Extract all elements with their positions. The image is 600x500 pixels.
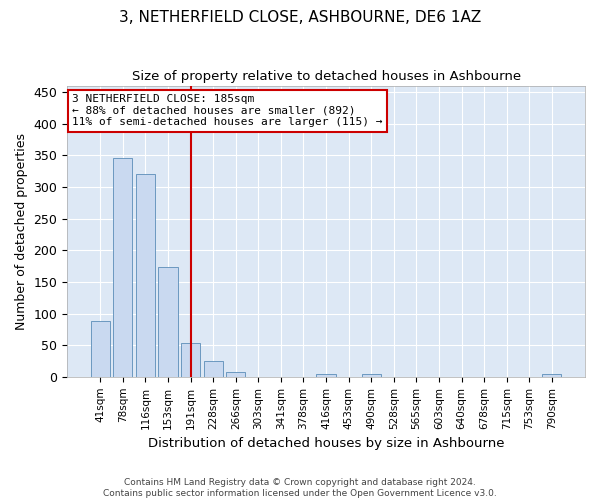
Bar: [226, 372, 245, 377]
Bar: [542, 374, 562, 377]
Bar: [91, 321, 110, 377]
Bar: [136, 174, 155, 377]
Title: Size of property relative to detached houses in Ashbourne: Size of property relative to detached ho…: [131, 70, 521, 83]
Y-axis label: Number of detached properties: Number of detached properties: [15, 132, 28, 330]
Bar: [158, 266, 178, 377]
Bar: [203, 361, 223, 377]
Text: 3, NETHERFIELD CLOSE, ASHBOURNE, DE6 1AZ: 3, NETHERFIELD CLOSE, ASHBOURNE, DE6 1AZ: [119, 10, 481, 25]
X-axis label: Distribution of detached houses by size in Ashbourne: Distribution of detached houses by size …: [148, 437, 505, 450]
Bar: [181, 344, 200, 377]
Text: 3 NETHERFIELD CLOSE: 185sqm
← 88% of detached houses are smaller (892)
11% of se: 3 NETHERFIELD CLOSE: 185sqm ← 88% of det…: [73, 94, 383, 128]
Bar: [113, 158, 133, 377]
Bar: [316, 374, 335, 377]
Bar: [362, 374, 381, 377]
Text: Contains HM Land Registry data © Crown copyright and database right 2024.
Contai: Contains HM Land Registry data © Crown c…: [103, 478, 497, 498]
